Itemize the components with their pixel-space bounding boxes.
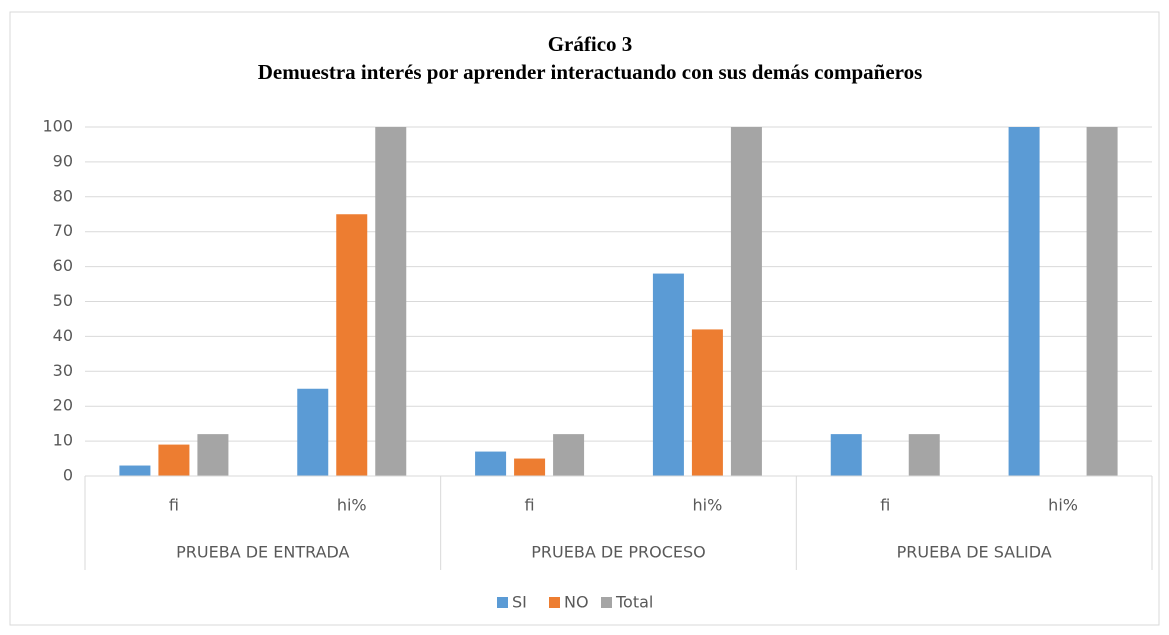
x-tick-label: fi: [169, 496, 179, 515]
bar: [475, 451, 507, 476]
bar: [652, 273, 684, 476]
chart-subtitle: Demuestra interés por aprender interactu…: [258, 60, 923, 84]
y-tick-label: 0: [63, 466, 73, 485]
x-tick-label: fi: [525, 496, 535, 515]
bar: [830, 434, 862, 476]
group-label: PRUEBA DE ENTRADA: [176, 543, 349, 562]
bar: [908, 434, 940, 476]
bar: [730, 127, 762, 476]
legend-label: SI: [512, 593, 527, 612]
x-tick-label: hi%: [337, 496, 367, 515]
chart-border: [9, 11, 1160, 626]
y-tick-label: 100: [42, 117, 73, 136]
legend-swatch: [601, 597, 612, 608]
bar: [1008, 127, 1040, 476]
chart-title: Gráfico 3: [548, 32, 633, 56]
y-tick-label: 70: [53, 221, 73, 240]
y-tick-label: 20: [53, 396, 73, 415]
bar: [514, 458, 546, 476]
group-label: PRUEBA DE SALIDA: [897, 543, 1052, 562]
bar: [1086, 127, 1118, 476]
y-tick-label: 60: [53, 256, 73, 275]
y-tick-label: 40: [53, 326, 73, 345]
y-tick-label: 90: [53, 151, 73, 170]
legend-swatch: [549, 597, 560, 608]
y-tick-label: 80: [53, 186, 73, 205]
x-tick-label: fi: [880, 496, 890, 515]
x-tick-label: hi%: [1048, 496, 1078, 515]
legend-swatch: [497, 597, 508, 608]
bar: [553, 434, 585, 476]
y-tick-label: 10: [53, 431, 73, 450]
bar: [158, 444, 190, 476]
y-tick-label: 50: [53, 291, 73, 310]
legend-label: Total: [615, 593, 653, 612]
group-label: PRUEBA DE PROCESO: [531, 543, 706, 562]
bar: [375, 127, 407, 476]
bar: [691, 329, 723, 476]
bar: [197, 434, 229, 476]
x-tick-label: hi%: [693, 496, 723, 515]
y-tick-label: 30: [53, 361, 73, 380]
bar: [119, 465, 151, 476]
legend-label: NO: [564, 593, 589, 612]
bar: [297, 388, 329, 476]
bar: [336, 214, 368, 476]
